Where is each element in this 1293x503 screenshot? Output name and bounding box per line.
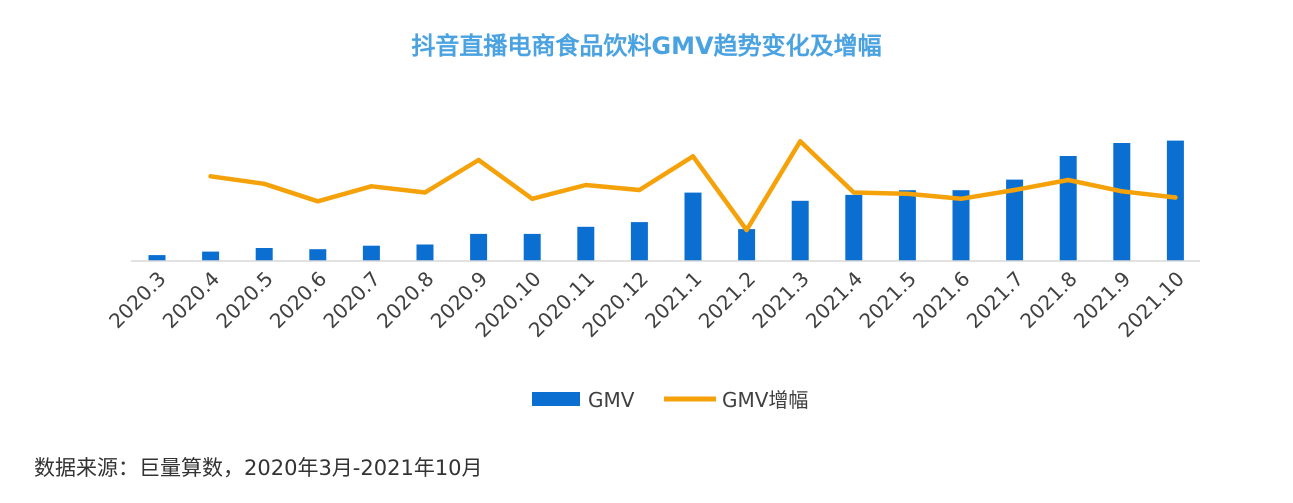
bar-2021.2 [738,229,756,261]
growth-point-2020.12 [637,187,642,193]
bar-2021.6 [952,190,970,261]
growth-point-2021.1 [690,154,696,159]
growth-point-2020.9 [476,157,481,163]
gmv-growth-line [208,139,1178,233]
bar-2020.7 [362,245,380,261]
tick-label-2020.8: 2020.8 [372,267,438,333]
growth-point-2020.10 [530,196,535,201]
bar-2020.11 [577,226,595,261]
legend: GMV GMV增幅 [532,388,808,412]
bar-2020.8 [416,244,434,261]
x-axis-tick-labels: 2020.32020.42020.52020.62020.72020.82020… [104,267,1189,342]
growth-point-2021.5 [905,191,910,196]
bar-2021.7 [1006,179,1024,261]
growth-point-2021.9 [1119,189,1125,194]
growth-point-2021.2 [744,227,749,233]
growth-point-2020.7 [369,184,374,189]
bar-2020.10 [523,233,541,261]
legend-label-gmv-growth: GMV增幅 [722,388,808,412]
tick-label-2021.1: 2021.1 [640,267,706,333]
tick-label-2021.8: 2021.8 [1015,267,1081,333]
growth-point-2021.10 [1173,195,1178,200]
bar-2021.4 [845,194,863,261]
tick-label-2021.2: 2021.2 [694,267,760,333]
tick-label-2021.4: 2021.4 [801,267,867,333]
growth-point-2021.4 [851,190,856,195]
growth-point-2020.4 [208,174,213,179]
bar-2020.12 [630,222,648,261]
bar-2020.5 [255,248,273,261]
bar-2020.4 [202,251,220,261]
bar-2021.9 [1113,143,1131,261]
growth-point-2021.3 [798,139,803,144]
legend-label-gmv: GMV [588,388,635,412]
tick-label-2021.5: 2021.5 [854,267,920,333]
growth-point-2020.5 [262,181,267,186]
tick-label-2020.6: 2020.6 [265,267,331,333]
growth-point-2021.8 [1066,177,1071,183]
legend-swatch-gmv [532,392,580,406]
growth-point-2020.8 [422,190,428,195]
gmv-bars [148,140,1184,261]
tick-label-2020.7: 2020.7 [318,267,384,333]
bar-2021.8 [1059,156,1077,261]
growth-point-2020.11 [583,182,588,188]
bar-2020.3 [148,255,166,261]
tick-label-2020.3: 2020.3 [104,267,170,333]
source-note: 数据来源：巨量算数，2020年3月-2021年10月 [34,456,483,480]
tick-label-2020.5: 2020.5 [211,267,277,333]
tick-label-2021.3: 2021.3 [747,267,813,333]
tick-label-2021.7: 2021.7 [962,267,1028,333]
tick-label-2020.4: 2020.4 [158,267,224,333]
chart-title: 抖音直播电商食品饮料GMV趋势变化及增幅 [411,32,882,60]
bar-2021.5 [898,190,916,261]
bar-2020.6 [309,249,327,261]
growth-point-2021.6 [958,196,964,201]
bar-2021.10 [1166,140,1184,261]
bar-2021.3 [791,200,809,261]
growth-point-2021.7 [1012,187,1017,193]
bar-2021.1 [684,192,702,261]
growth-point-2020.6 [315,199,320,204]
bar-2020.9 [470,233,488,261]
tick-label-2021.6: 2021.6 [908,267,974,333]
